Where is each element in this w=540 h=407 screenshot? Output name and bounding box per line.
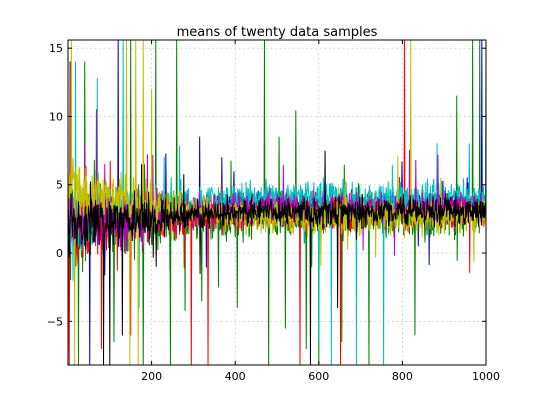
- plot-frame: [67, 39, 487, 366]
- x-tick-label-1: 400: [225, 370, 246, 383]
- y-tick-label-0: −5: [47, 315, 63, 328]
- x-tick-label-0: 200: [141, 370, 162, 383]
- x-tick-label-3: 800: [392, 370, 413, 383]
- x-tick-label-4: 1000: [472, 370, 500, 383]
- axis-ticks: 200 400 600 800 1000 −5 0 5 10 15: [47, 40, 500, 383]
- y-tick-label-4: 15: [49, 42, 63, 55]
- chart-title: means of twenty data samples: [177, 25, 378, 40]
- series-group: [68, 40, 486, 365]
- series-line-6: [68, 150, 486, 365]
- y-tick-label-3: 10: [49, 110, 63, 123]
- x-tick-label-2: 600: [308, 370, 329, 383]
- y-tick-label-1: 0: [56, 247, 63, 260]
- y-tick-label-2: 5: [56, 179, 63, 192]
